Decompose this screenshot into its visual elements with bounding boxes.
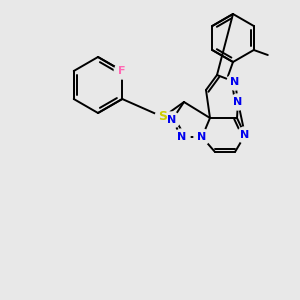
- Circle shape: [194, 129, 210, 145]
- Circle shape: [114, 63, 130, 79]
- Text: N: N: [240, 130, 250, 140]
- Circle shape: [155, 109, 171, 125]
- Circle shape: [230, 94, 246, 110]
- Circle shape: [227, 74, 243, 90]
- Text: S: S: [158, 110, 167, 124]
- Text: N: N: [230, 77, 240, 87]
- Text: N: N: [167, 115, 177, 125]
- Text: F: F: [118, 66, 126, 76]
- Text: N: N: [177, 132, 187, 142]
- Text: N: N: [233, 97, 243, 107]
- Circle shape: [237, 127, 253, 143]
- Circle shape: [174, 129, 190, 145]
- Text: N: N: [197, 132, 207, 142]
- Circle shape: [164, 112, 180, 128]
